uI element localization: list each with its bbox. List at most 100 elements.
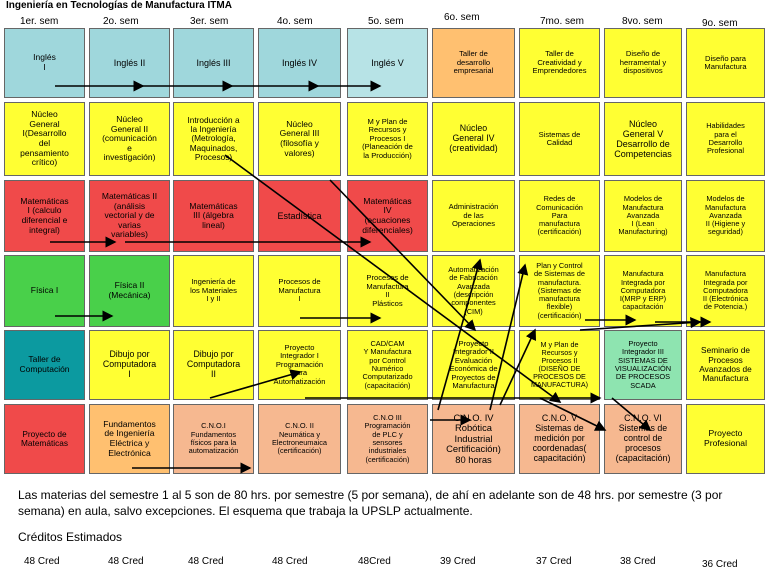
course-name: CAD/CAM Y Manufactura por Control Numéri… [362,339,413,390]
course-name: Diseño de herramental y dispositivos [619,49,667,76]
course-cell: Matemáticas IV (ecuaciones diferenciales… [347,180,428,252]
course-cell: Núcleo General I(Desarrollo del pensamie… [4,102,85,176]
course-cell: Modelos de Manufactura Avanzada II (Higi… [686,180,765,252]
semester-header: 9o. sem [702,18,738,29]
course-cell: C.N.O. IV Robótica Industrial Certificac… [432,404,515,474]
course-cell: C.N.O III Programación de PLC y sensores… [347,404,428,474]
course-name: C.N.O.I Fundamentos físicos para la auto… [188,421,239,456]
credit-value: 38 Cred [620,556,656,567]
course-name: Dibujo por Computadora II [186,349,241,379]
course-name: Plan y Control de Sistemas de manufactur… [534,261,585,320]
course-cell: Procesos de Manufactura II Plásticos [347,255,428,327]
semester-header: 7mo. sem [540,16,584,27]
course-cell: Taller de desarrollo empresarial [432,28,515,98]
course-cell: Proyecto Integrador I Programación para … [258,330,341,400]
course-name: Núcleo General V Desarrollo de Competenc… [614,118,672,160]
hours-note: Las materias del semestre 1 al 5 son de … [18,488,723,518]
course-cell: Núcleo General III (filosofía y valores) [258,102,341,176]
course-cell: Inglés III [173,28,254,98]
course-name: Matemáticas IV (ecuaciones diferenciales… [362,195,413,235]
course-cell: Manufactura Integrada por Computadora I(… [604,255,682,327]
course-name: Núcleo General II (comunicación e invest… [102,114,157,163]
course-cell: Proyecto Integrador III SISTEMAS DE VISU… [604,330,682,400]
course-name: Núcleo General IV (creatividad) [449,123,498,153]
course-cell: CAD/CAM Y Manufactura por Control Numéri… [347,330,428,400]
course-cell: Ingeniería de los Materiales I y II [173,255,254,327]
course-cell: Manufactura Integrada por Computadora II… [686,255,765,327]
course-cell: Diseño para Manufactura [686,28,765,98]
course-cell: Dibujo por Computadora II [173,330,254,400]
course-name: Redes de Comunicación Para manufactura (… [536,194,583,237]
course-cell: Taller de Creatividad y Emprendedores [519,28,600,98]
course-name: Inglés V [371,57,404,68]
course-cell: Matemáticas III (álgebra lineal) [173,180,254,252]
semester-header: 6o. sem [444,12,480,23]
course-name: C.N.O III Programación de PLC y sensores… [364,413,411,464]
course-name: Ingeniería de los Materiales I y II [190,277,237,304]
course-name: Proyecto Integrador I Programación para … [273,342,326,386]
course-cell: Procesos de Manufactura I [258,255,341,327]
credit-value: 36 Cred [702,559,738,570]
course-cell: M y Plan de Recursos y Procesos II (DISE… [519,330,600,400]
course-cell: Modelos de Manufactura Avanzada I (Lean … [604,180,682,252]
course-name: Modelos de Manufactura Avanzada I (Lean … [618,194,668,237]
course-cell: Inglés II [89,28,170,98]
course-name: Proyecto Integrador III SISTEMAS DE VISU… [614,339,672,390]
course-name: Fundamentos de Ingeniería Eléctrica y El… [103,418,156,458]
course-name: Procesos de Manufactura I [278,277,321,304]
course-cell: Introducción a la Ingeniería (Metrología… [173,102,254,176]
course-cell: Proyecto Profesional [686,404,765,474]
credit-value: 48 Cred [24,556,60,567]
course-name: Inglés IV [281,57,318,68]
course-cell: Habilidades para el Desarrollo Profesion… [686,102,765,176]
course-cell: C.N.O. V Sistemas de medición por coorde… [519,404,600,474]
course-name: Modelos de Manufactura Avanzada II (Higi… [704,194,747,237]
credit-value: 37 Cred [536,556,572,567]
course-cell: Taller de Computación [4,330,85,400]
course-cell: Fundamentos de Ingeniería Eléctrica y El… [89,404,170,474]
course-name: Taller de Creatividad y Emprendedores [532,49,587,76]
course-cell: Sistemas de Calidad [519,102,600,176]
semester-header: 5o. sem [368,16,404,27]
semester-header: 4o. sem [277,16,313,27]
course-name: C.N.O. VI Sistemas de control de proceso… [615,413,671,463]
course-cell: Núcleo General IV (creatividad) [432,102,515,176]
credit-value: 48 Cred [188,556,224,567]
semester-header: 3er. sem [190,16,229,27]
course-cell: Seminario de Procesos Avanzados de Manuf… [686,330,765,400]
diagram-title: Ingeniería en Tecnologías de Manufactura… [6,0,232,11]
course-name: Inglés I [33,52,56,72]
course-name: Administración de las Operaciones [448,202,499,229]
course-name: Inglés III [196,57,231,68]
credit-value: 48 Cred [108,556,144,567]
course-name: Inglés II [113,57,146,68]
course-cell: M y Plan de Recursos y Procesos I (Plane… [347,102,428,176]
course-cell: Inglés V [347,28,428,98]
course-name: M y Plan de Recursos y Procesos II (DISE… [530,339,589,390]
course-cell: Núcleo General V Desarrollo de Competenc… [604,102,682,176]
course-cell: Plan y Control de Sistemas de manufactur… [519,255,600,327]
course-name: Manufactura Integrada por Computadora II… [702,269,749,312]
semester-header: 8vo. sem [622,16,663,27]
course-name: Procesos de Manufactura II Plásticos [366,273,409,308]
course-cell: Administración de las Operaciones [432,180,515,252]
course-cell: Núcleo General II (comunicación e invest… [89,102,170,176]
course-name: Dibujo por Computadora I [102,349,157,379]
course-name: Núcleo General I(Desarrollo del pensamie… [20,109,69,168]
course-name: Introducción a la Ingeniería (Metrología… [187,114,240,162]
semester-header: 1er. sem [20,16,59,27]
course-name: Seminario de Procesos Avanzados de Manuf… [699,345,752,384]
credit-value: 39 Cred [440,556,476,567]
course-name: Proyecto Integrador II Evaluación Económ… [449,338,498,390]
course-name: Matemáticas III (álgebra lineal) [189,200,238,230]
course-cell: C.N.O. VI Sistemas de control de proceso… [604,404,682,474]
course-name: Habilidades para el Desarrollo Profesion… [706,121,745,156]
course-name: C.N.O. IV Robótica Industrial Certificac… [446,411,501,465]
course-name: Automatización de Fabricación Avanzada (… [448,265,499,316]
course-cell: Dibujo por Computadora I [89,330,170,400]
course-name: Física I [30,285,59,296]
course-cell: Física I [4,255,85,327]
course-cell: Inglés IV [258,28,341,98]
course-name: Taller de desarrollo empresarial [453,49,494,76]
course-cell: Inglés I [4,28,85,98]
